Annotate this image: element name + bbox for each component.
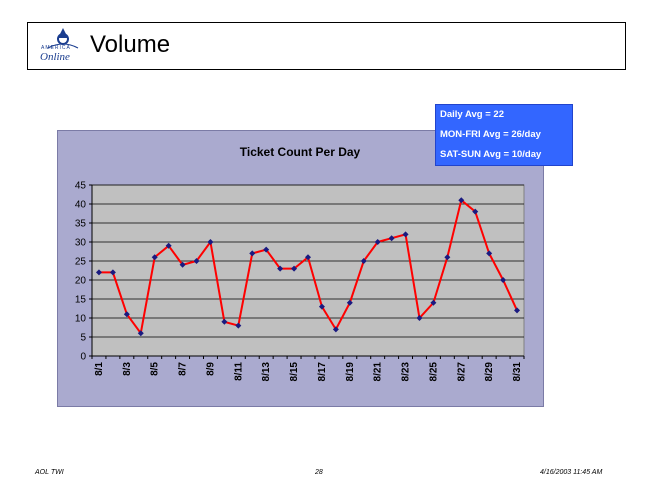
title-box: AMERICA Online Volume xyxy=(27,22,626,70)
data-point xyxy=(249,250,256,257)
data-point xyxy=(277,265,284,272)
averages-box: Daily Avg = 22 MON-FRI Avg = 26/day SAT-… xyxy=(435,104,573,166)
footer-page-number: 28 xyxy=(315,469,323,476)
x-tick-label: 8/9 xyxy=(205,362,216,376)
data-point xyxy=(109,269,116,276)
data-point xyxy=(165,242,172,249)
data-point xyxy=(263,246,270,253)
x-tick-label: 8/13 xyxy=(261,362,272,382)
x-tick-label: 8/3 xyxy=(122,362,133,376)
x-tick-label: 8/25 xyxy=(428,362,439,382)
plot-area xyxy=(91,184,525,357)
data-point xyxy=(123,311,130,318)
y-tick-label: 10 xyxy=(75,314,87,325)
y-tick-label: 35 xyxy=(75,219,87,230)
data-point xyxy=(514,307,521,314)
data-point xyxy=(374,239,381,245)
x-tick-label: 8/15 xyxy=(289,362,300,382)
y-tick-label: 0 xyxy=(80,352,86,363)
x-tick-label: 8/5 xyxy=(150,362,161,376)
data-point xyxy=(221,318,228,325)
data-point xyxy=(235,322,242,329)
data-point xyxy=(95,269,102,276)
logo-text-top: AMERICA xyxy=(41,45,71,51)
data-point xyxy=(179,261,186,268)
line-chart: Ticket Count Per Day 0 5 10 15 20 25 30 35 40 45 8/… xyxy=(75,145,525,382)
data-point xyxy=(151,254,158,261)
y-tick-label: 25 xyxy=(75,257,87,268)
x-tick-label: 8/19 xyxy=(345,362,356,382)
data-point xyxy=(207,239,214,245)
y-tick-label: 45 xyxy=(75,181,87,192)
data-point xyxy=(318,303,325,310)
x-tick-label: 8/7 xyxy=(178,362,189,376)
logo-text-bottom: Online xyxy=(40,51,70,63)
data-point xyxy=(193,258,200,264)
data-point xyxy=(472,208,479,215)
footer-left: AOL TWI xyxy=(35,469,64,476)
mon-fri-avg-label: MON-FRI Avg = 26/day xyxy=(440,129,541,140)
data-point xyxy=(500,277,507,283)
data-point xyxy=(332,326,339,333)
x-tick-label: 8/1 xyxy=(94,362,105,376)
x-tick-label: 8/31 xyxy=(512,362,523,382)
slide-title: Volume xyxy=(90,31,171,58)
x-tick-label: 8/11 xyxy=(233,362,244,381)
y-tick-label: 20 xyxy=(75,276,87,287)
x-tick-label: 8/23 xyxy=(401,362,412,382)
x-tick-label: 8/29 xyxy=(484,362,495,382)
data-point xyxy=(291,265,298,272)
aol-logo xyxy=(47,28,79,49)
data-point xyxy=(416,315,423,321)
daily-avg-label: Daily Avg = 22 xyxy=(440,109,504,120)
footer-date: 4/16/2003 11:45 AM xyxy=(540,469,603,476)
y-tick-label: 15 xyxy=(75,295,87,306)
chart-area: Ticket Count Per Day 0 5 10 15 20 25 30 35 40 45 8/… xyxy=(57,130,544,407)
y-tick-label: 30 xyxy=(75,238,87,249)
data-point xyxy=(305,254,311,261)
chart-title: Ticket Count Per Day xyxy=(240,145,361,159)
x-tick-label: 8/17 xyxy=(317,362,328,382)
x-tick-label: 8/21 xyxy=(373,362,384,382)
data-point xyxy=(430,299,437,306)
data-point xyxy=(388,235,395,242)
data-point xyxy=(458,197,465,204)
y-tick-label: 40 xyxy=(75,200,87,211)
y-tick-label: 5 xyxy=(80,333,86,344)
x-tick-label: 8/27 xyxy=(456,362,467,382)
sat-sun-avg-label: SAT-SUN Avg = 10/day xyxy=(440,149,542,160)
data-point xyxy=(402,231,409,238)
data-point xyxy=(486,250,493,257)
data-point xyxy=(137,330,144,337)
data-point xyxy=(444,254,451,261)
data-point xyxy=(360,258,367,264)
data-point xyxy=(346,299,353,306)
